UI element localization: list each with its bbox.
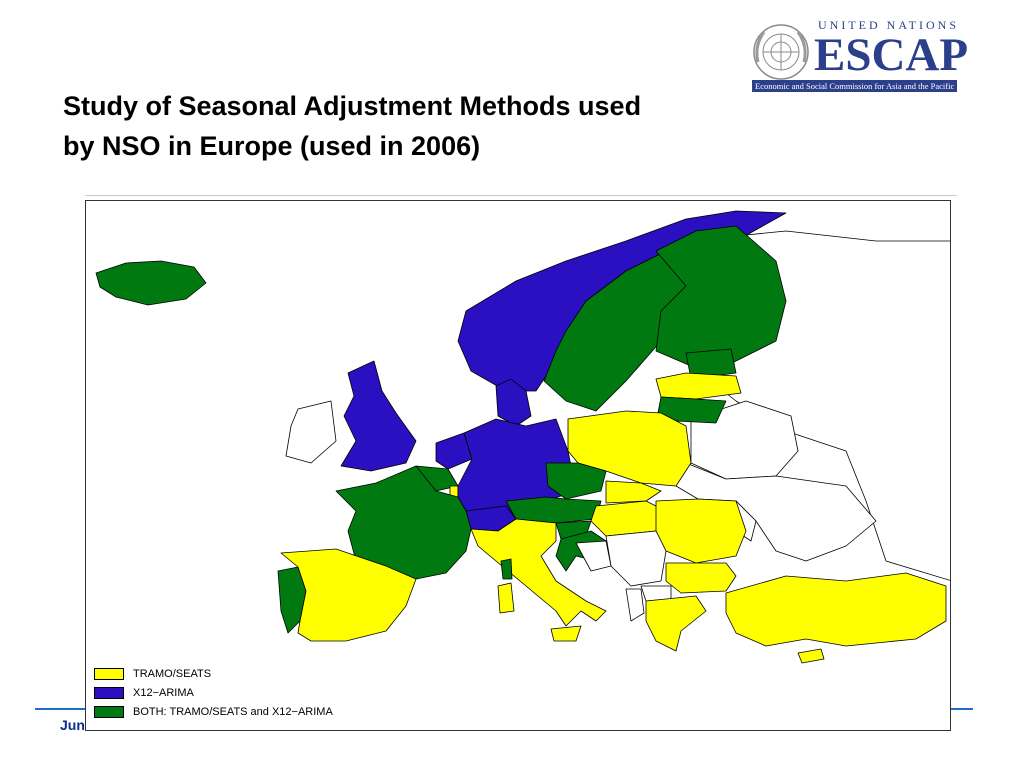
country-estonia (685, 348, 737, 380)
page-title-line-1: Study of Seasonal Adjustment Methods use… (63, 91, 642, 121)
country-italy-sicily (550, 625, 582, 642)
country-italy (470, 518, 607, 627)
country-spain (280, 548, 417, 642)
country-czech (545, 462, 607, 500)
country-bulgaria (665, 562, 737, 594)
logo-top-text: UNITED NATIONS (818, 18, 959, 32)
page-title: Study of Seasonal Adjustment Methods use… (63, 86, 803, 166)
country-uk (340, 360, 417, 472)
country-ireland (285, 400, 337, 464)
country-romania (655, 498, 747, 564)
country-poland (567, 410, 692, 487)
bottom-divider-left (35, 708, 85, 710)
top-divider (85, 195, 957, 196)
logo-main-text: ESCAP (814, 29, 969, 81)
country-finland (655, 225, 787, 367)
country-latvia (655, 372, 742, 400)
country-cyprus (797, 648, 825, 664)
legend-item-both: BOTH: TRAMO/SEATS and X12−ARIMA (94, 702, 333, 721)
country-france-corsica (500, 558, 513, 580)
country-france (335, 465, 472, 580)
legend-label-both: BOTH: TRAMO/SEATS and X12−ARIMA (133, 705, 333, 718)
legend-swatch-both (94, 705, 124, 718)
country-italy-sardinia (497, 582, 515, 614)
map-legend: TRAMO/SEATS X12−ARIMA BOTH: TRAMO/SEATS … (94, 664, 333, 721)
bottom-divider-right (951, 708, 973, 710)
un-emblem-icon (753, 24, 809, 80)
country-netherlands (435, 432, 473, 470)
country-serbia (605, 530, 667, 587)
country-denmark (495, 378, 532, 427)
page-title-line-2: by NSO in Europe (used in 2006) (63, 131, 481, 161)
country-albania (625, 588, 645, 622)
legend-item-tramo-seats: TRAMO/SEATS (94, 664, 333, 683)
legend-label-x12-arima: X12−ARIMA (133, 686, 194, 699)
country-slovakia (605, 480, 662, 504)
logo-sub-text: Economic and Social Commission for Asia … (752, 80, 958, 92)
country-turkey (725, 572, 947, 647)
map-canvas (95, 210, 950, 664)
footer-date: Jun (60, 717, 85, 733)
legend-label-tramo-seats: TRAMO/SEATS (133, 667, 212, 680)
europe-map: TRAMO/SEATS X12−ARIMA BOTH: TRAMO/SEATS … (85, 200, 951, 731)
legend-item-x12-arima: X12−ARIMA (94, 683, 333, 702)
country-greece (645, 595, 707, 652)
legend-swatch-tramo-seats (94, 667, 124, 680)
escap-logo: UNITED NATIONS ESCAP Economic and Social… (750, 18, 1000, 92)
legend-swatch-x12-arima (94, 686, 124, 699)
country-belarus (690, 400, 799, 480)
country-iceland (95, 260, 207, 306)
